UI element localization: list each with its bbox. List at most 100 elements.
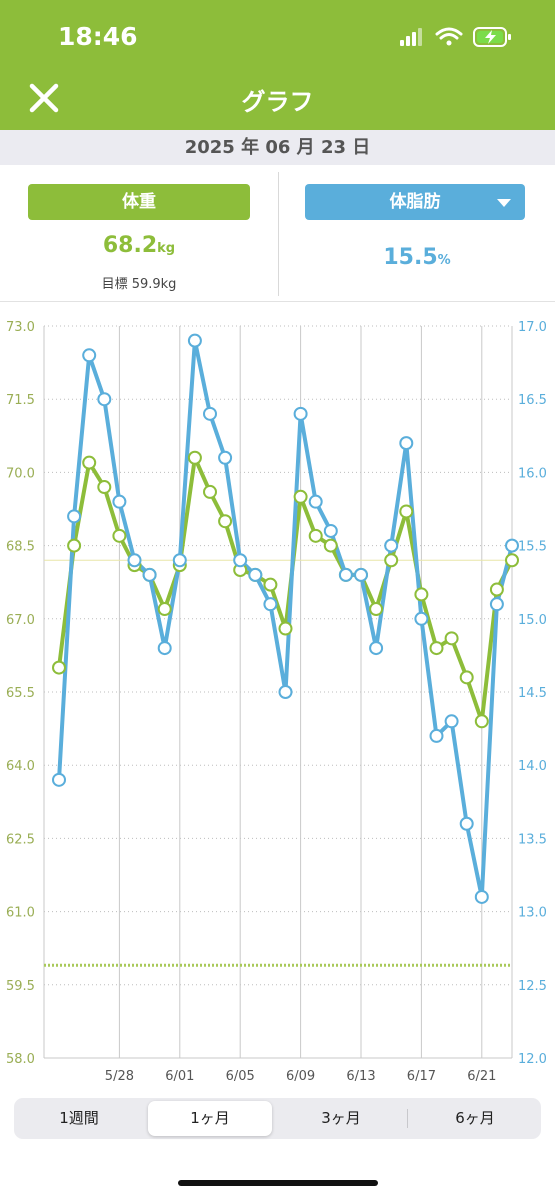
fat-point <box>248 567 263 582</box>
page-title: グラフ <box>241 88 314 116</box>
weight-point <box>293 489 308 504</box>
close-icon[interactable] <box>28 82 60 114</box>
y-tick-label-right: 15.5 <box>518 540 547 555</box>
fat-point <box>369 641 384 656</box>
weight-point <box>218 514 233 529</box>
fat-point <box>127 553 142 568</box>
weight-point <box>308 528 323 543</box>
fat-dropdown[interactable]: 体脂肪 <box>305 184 525 220</box>
weight-point <box>97 480 112 495</box>
weight-point <box>444 631 459 646</box>
weight-point <box>67 538 82 553</box>
fat-value: 15.5% <box>383 245 451 270</box>
period-tabs: 1週間 1ヶ月 3ヶ月 6ヶ月 <box>14 1098 541 1139</box>
fat-point <box>308 494 323 509</box>
status-icons <box>400 27 511 47</box>
fat-point <box>429 728 444 743</box>
y-tick-label-right: 16.5 <box>518 393 547 408</box>
tab-1month[interactable]: 1ヶ月 <box>148 1101 272 1136</box>
y-tick-label-left: 67.0 <box>6 613 35 628</box>
weight-value: 68.2kg <box>102 233 176 258</box>
y-tick-label-left: 59.5 <box>6 979 35 994</box>
battery-charging-icon <box>473 27 511 47</box>
fat-point <box>399 436 414 451</box>
weight-fat-chart[interactable]: 5/28 6/01 6/05 6/09 6/13 6/17 6/21 73.0 71.5 70.0… <box>0 302 555 1092</box>
wifi-icon <box>435 27 463 46</box>
y-tick-label-left: 64.0 <box>6 759 35 774</box>
x-tick-label: 6/13 <box>346 1069 375 1084</box>
weight-point <box>505 553 519 568</box>
weight-point <box>429 641 444 656</box>
fat-point <box>263 597 278 612</box>
y-tick-label-right: 12.5 <box>518 979 547 994</box>
tab-3months[interactable]: 3ヶ月 <box>321 1109 361 1127</box>
tab-1week[interactable]: 1週間 <box>59 1109 99 1127</box>
caret-down-icon <box>497 199 511 207</box>
fat-point <box>187 333 202 348</box>
section-divider <box>0 301 555 302</box>
fat-point <box>384 538 399 553</box>
y-tick-label-left: 68.5 <box>6 540 35 555</box>
date-label: 2025 年 06 月 23 日 <box>0 130 555 165</box>
app-header: 18:46 グラフ <box>0 0 555 130</box>
fat-point <box>172 553 187 568</box>
weight-goal: 目標 59.9kg <box>101 277 177 292</box>
weight-point <box>203 484 217 499</box>
weight-point <box>278 621 293 636</box>
fat-point <box>82 348 97 363</box>
fat-point <box>203 406 217 421</box>
weight-point <box>187 450 202 465</box>
fat-point <box>157 641 172 656</box>
y-tick-label-right: 14.5 <box>518 686 547 701</box>
tab-separator <box>407 1109 408 1128</box>
weight-point <box>157 602 172 617</box>
fat-point <box>354 567 368 582</box>
fat-point <box>97 392 112 407</box>
weight-point <box>52 660 66 675</box>
fat-point <box>233 553 248 568</box>
weight-point <box>82 455 97 470</box>
x-tick-label: 6/05 <box>226 1069 255 1084</box>
y-tick-label-right: 13.5 <box>518 832 547 847</box>
fat-point <box>278 685 293 699</box>
weight-point <box>263 577 278 592</box>
y-tick-label-left: 61.0 <box>6 906 35 921</box>
fat-panel: 体脂肪 15.5% <box>279 165 555 300</box>
y-tick-label-right: 15.0 <box>518 613 547 628</box>
x-tick-label: 6/17 <box>407 1069 436 1084</box>
weight-point <box>384 553 399 568</box>
weight-point <box>323 538 338 553</box>
y-tick-label-left: 58.0 <box>6 1052 35 1067</box>
weight-point <box>474 714 489 729</box>
y-tick-label-right: 16.0 <box>518 466 547 481</box>
x-tick-label: 6/09 <box>286 1069 315 1084</box>
y-tick-label-left: 71.5 <box>6 393 35 408</box>
x-tick-label: 5/28 <box>105 1069 134 1084</box>
weight-point <box>414 587 429 602</box>
fat-point <box>323 523 338 538</box>
fat-point <box>218 450 233 465</box>
y-tick-label-right: 14.0 <box>518 759 547 774</box>
panel-divider <box>278 172 279 296</box>
y-tick-label-left: 65.5 <box>6 686 35 701</box>
weight-point <box>399 504 414 519</box>
weight-point <box>459 670 474 685</box>
fat-point <box>142 567 157 582</box>
fat-point <box>338 567 353 582</box>
y-tick-label-right: 12.0 <box>518 1052 547 1067</box>
fat-point <box>444 714 459 729</box>
fat-point <box>52 772 66 787</box>
weight-button[interactable]: 体重 <box>28 184 250 220</box>
fat-point <box>505 538 519 553</box>
home-indicator <box>178 1180 378 1186</box>
y-tick-label-right: 13.0 <box>518 906 547 921</box>
status-time: 18:46 <box>58 22 138 51</box>
weight-panel: 体重 68.2kg 目標 59.9kg <box>0 165 278 300</box>
fat-point <box>67 509 82 524</box>
y-tick-label-right: 17.0 <box>518 320 547 335</box>
weight-point <box>112 528 127 543</box>
x-tick-label: 6/21 <box>467 1069 496 1084</box>
tab-6months[interactable]: 6ヶ月 <box>455 1109 495 1127</box>
weight-point <box>489 582 504 597</box>
fat-point <box>112 494 127 509</box>
